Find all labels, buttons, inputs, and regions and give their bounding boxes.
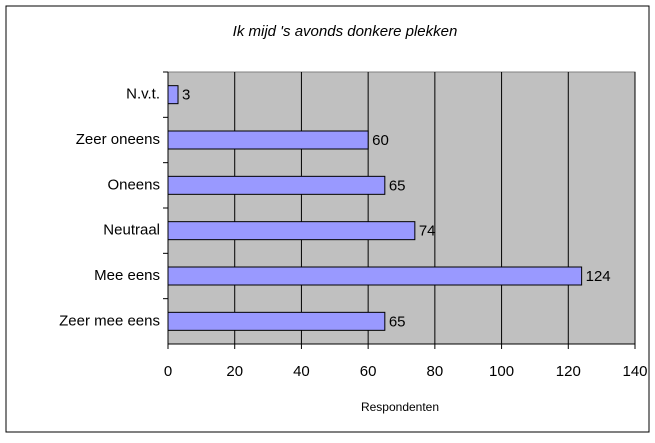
y-tick-label: Zeer oneens [76,131,160,148]
x-tick-label: 100 [489,363,514,380]
y-tick-label: Oneens [107,176,160,193]
x-tick-label: 60 [360,363,377,380]
data-label: 65 [389,313,406,330]
plot-area [167,71,636,345]
bar [167,85,179,105]
chart-title: Ik mijd 's avonds donkere plekken [233,23,458,40]
data-label: 3 [182,87,190,104]
x-tick-label: 120 [556,363,581,380]
bar [167,130,369,150]
y-tick-label: Zeer mee eens [59,312,160,329]
y-tick-label: N.v.t. [126,86,160,103]
x-tick-label: 20 [226,363,243,380]
bar [167,266,583,286]
x-tick-label: 140 [622,363,647,380]
y-tick-label: Mee eens [94,267,160,284]
data-label: 124 [586,268,611,285]
data-label: 74 [419,223,436,240]
bar [167,175,386,195]
data-label: 60 [372,132,389,149]
data-label: 65 [389,177,406,194]
y-tick-label: Neutraal [103,222,160,239]
x-tick-label: 80 [427,363,444,380]
x-axis-label: Respondenten [361,400,439,414]
bar [167,311,386,331]
x-tick-label: 40 [293,363,310,380]
bar [167,221,416,241]
x-tick-label: 0 [164,363,172,380]
